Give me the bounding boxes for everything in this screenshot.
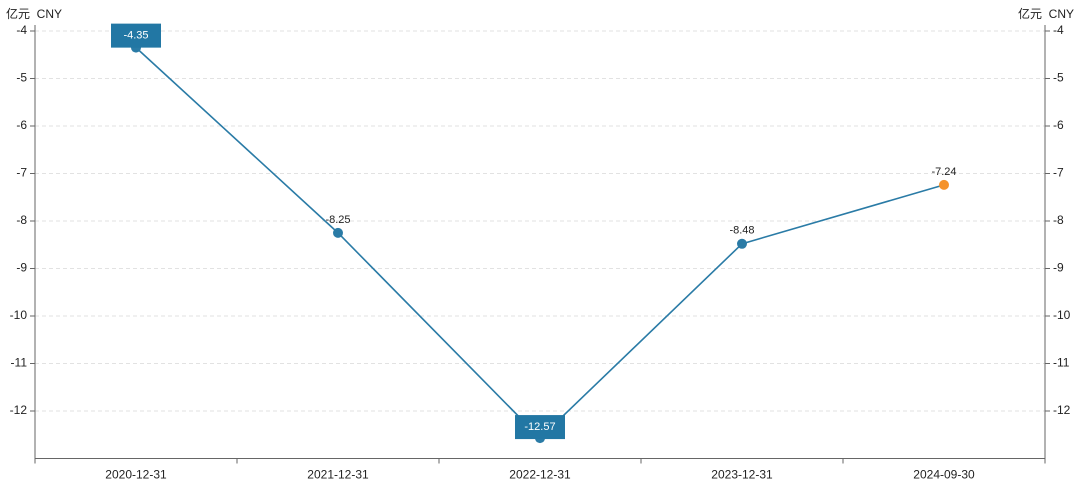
data-label: -8.48 [729,225,754,237]
y-tick-label: -10 [10,308,28,322]
data-point [737,238,747,249]
y-tick-label: -11 [11,356,28,370]
extreme-label-box [515,415,565,440]
y2-tick-label: -11 [1053,356,1070,370]
series-line [135,47,945,440]
y-tick-label: -6 [16,118,27,132]
data-label: -8.25 [325,214,350,226]
y2-tick-label: -7 [1053,166,1064,180]
y-tick-label: -9 [16,261,27,275]
y-tick-label: -12 [10,403,28,417]
y2-axis-unit: 亿元 CNY [1018,6,1074,21]
y-axis-unit: 亿元 CNY [6,6,62,21]
extreme-label-box [111,23,161,48]
data-label: -7.24 [931,166,956,178]
y2-tick-label: -10 [1053,308,1071,322]
y-tick-label: -8 [16,213,27,227]
y-tick-label: -7 [16,166,27,180]
data-label: -4.35 [123,30,148,42]
y2-tick-label: -9 [1053,261,1064,275]
y2-tick-label: -12 [1053,403,1071,417]
y-tick-label: -5 [16,71,27,85]
x-tick-label: 2021-12-31 [307,468,369,482]
data-point [939,179,949,190]
x-tick-label: 2023-12-31 [711,468,773,482]
y2-tick-label: -5 [1053,71,1064,85]
data-point [333,227,343,238]
y2-tick-label: -6 [1053,118,1064,132]
data-label: -12.57 [524,421,555,433]
y-tick-label: -4 [16,23,27,37]
x-tick-label: 2024-09-30 [913,468,975,482]
y2-tick-label: -4 [1053,23,1064,37]
x-tick-label: 2022-12-31 [509,468,571,482]
y2-tick-label: -8 [1053,213,1064,227]
x-tick-label: 2020-12-31 [105,468,167,482]
